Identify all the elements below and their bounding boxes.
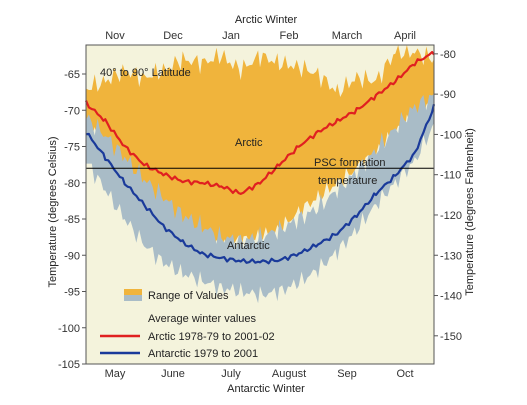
- right-tick-label: -80: [440, 49, 456, 61]
- top-month-label: Jan: [222, 30, 240, 42]
- arctic-average-line: [84, 51, 435, 195]
- right-tick-label: -90: [440, 89, 456, 101]
- left-tick-label: -70: [64, 105, 80, 117]
- top-axis-title: Arctic Winter: [235, 14, 298, 26]
- top-month-label: Feb: [280, 30, 299, 42]
- left-tick-label: -95: [64, 287, 80, 299]
- latitude-note: 40° to 90° Latitude: [100, 67, 191, 79]
- bottom-month-label: July: [221, 368, 241, 380]
- legend-antarctic-label: Antarctic 1979 to 2001: [148, 348, 258, 360]
- left-tick-label: -105: [58, 359, 80, 371]
- right-tick-label: -150: [440, 331, 462, 343]
- right-tick-label: -110: [440, 170, 461, 182]
- left-tick-label: -85: [64, 214, 80, 226]
- left-tick-label: -80: [64, 178, 80, 190]
- bottom-month-label: August: [272, 368, 306, 380]
- legend-range-label: Range of Values: [148, 290, 229, 302]
- arctic-region-label: Arctic: [235, 137, 263, 149]
- antarctic-average-line: [85, 103, 436, 265]
- top-month-label: March: [332, 30, 363, 42]
- bottom-month-label: Sep: [337, 368, 357, 380]
- legend-average-title: Average winter values: [148, 313, 257, 325]
- top-month-label: Dec: [163, 30, 183, 42]
- legend-arctic-label: Arctic 1978-79 to 2001-02: [148, 331, 275, 343]
- bottom-axis-title: Antarctic Winter: [227, 383, 305, 395]
- bottom-month-label: June: [161, 368, 185, 380]
- antarctic-range-area: [86, 93, 434, 304]
- bottom-month-label: Oct: [396, 368, 413, 380]
- bottom-month-label: May: [105, 368, 126, 380]
- right-tick-label: -140: [440, 291, 462, 303]
- right-tick-label: -100: [440, 129, 462, 141]
- legend-range-swatch-antarctic: [124, 295, 142, 301]
- left-tick-label: -90: [64, 250, 80, 262]
- arctic-range-area: [86, 45, 434, 257]
- left-tick-label: -75: [64, 142, 80, 154]
- right-tick-label: -120: [440, 210, 462, 222]
- antarctic-region-label: Antarctic: [227, 240, 270, 252]
- legend: Range of Values Average winter values Ar…: [100, 289, 275, 360]
- psc-label-line2: temperature: [318, 175, 377, 187]
- left-tick-label: -65: [64, 69, 80, 81]
- left-tick-label: -100: [58, 323, 80, 335]
- right-tick-label: -130: [440, 250, 462, 262]
- top-month-label: Nov: [105, 30, 125, 42]
- plot-frame: [85, 44, 435, 365]
- right-axis-label: Temperature (degrees Fahrenheit): [464, 128, 476, 296]
- left-axis-label: Temperature (degrees Celsius): [47, 136, 59, 287]
- top-month-label: April: [394, 30, 416, 42]
- psc-label-line1: PSC formation: [314, 157, 386, 169]
